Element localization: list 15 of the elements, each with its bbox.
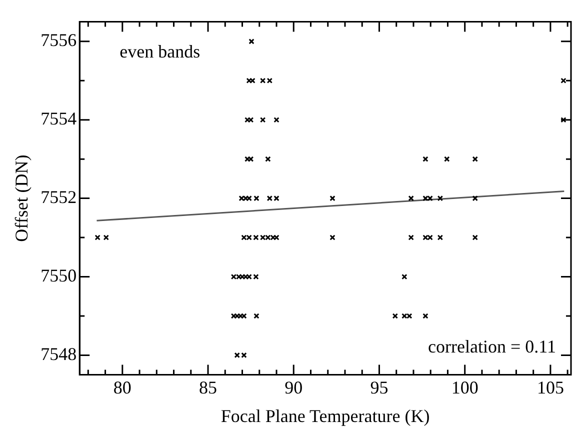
x-axis-title: Focal Plane Temperature (K) (220, 406, 430, 426)
y-tick-label: 7548 (40, 344, 77, 364)
y-tick-label: 7550 (40, 265, 77, 286)
y-tick-label: 7554 (40, 108, 77, 129)
annotation: even bands (120, 42, 200, 62)
x-tick-label: 80 (113, 377, 132, 398)
y-tick-label: 7556 (40, 30, 77, 50)
x-tick-label: 105 (536, 377, 564, 398)
y-axis-title: Offset (DN) (12, 154, 32, 242)
x-tick-label: 85 (199, 377, 218, 398)
annotation: correlation = 0.11 (428, 336, 556, 357)
x-tick-label: 100 (451, 377, 478, 398)
y-tick-label: 7552 (40, 187, 77, 208)
x-tick-label: 90 (284, 377, 303, 398)
x-tick-label: 95 (370, 377, 388, 398)
